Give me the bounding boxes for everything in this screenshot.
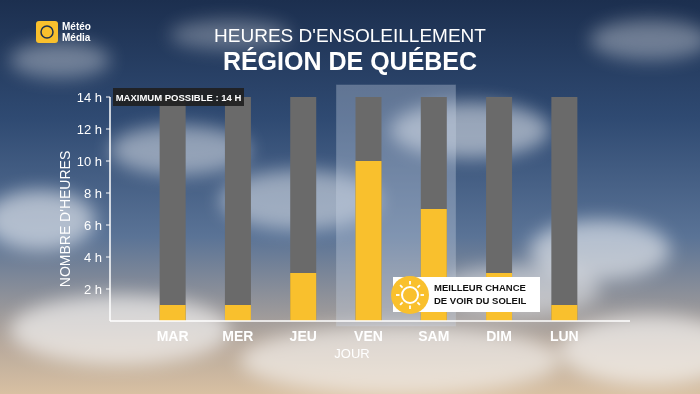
stage: MétéoMédia HEURES D'ENSOLEILLEMENTRÉGION … xyxy=(0,0,700,394)
cloud xyxy=(560,315,700,385)
sun-icon-core xyxy=(402,287,418,303)
x-tick-label: MAR xyxy=(157,328,189,344)
annotation-text: DE VOIR DU SOLEIL xyxy=(434,295,527,306)
cloud xyxy=(0,190,95,250)
sun-ray xyxy=(409,281,411,285)
max-label: MAXIMUM POSSIBLE : 14 H xyxy=(116,92,242,103)
logo-text: Météo xyxy=(62,21,91,32)
y-tick-label: 14 h xyxy=(77,90,102,105)
y-tick xyxy=(106,97,110,98)
sun-icon xyxy=(391,276,429,314)
logo-icon xyxy=(36,21,58,43)
logo: MétéoMédia xyxy=(36,21,91,43)
max-bar xyxy=(225,97,251,321)
sun-ray xyxy=(417,302,419,304)
sun-ray xyxy=(417,285,419,287)
max-bar xyxy=(160,97,186,321)
max-bar xyxy=(290,97,316,321)
sun-ray xyxy=(396,294,400,296)
y-tick xyxy=(106,161,110,162)
x-tick-label: JEU xyxy=(290,328,317,344)
sun-ray xyxy=(400,285,402,287)
y-tick-label: 10 h xyxy=(77,154,102,169)
sun-ray xyxy=(421,294,425,296)
max-bar xyxy=(551,97,577,321)
y-tick xyxy=(106,129,110,130)
bar xyxy=(551,305,577,321)
y-tick-label: 12 h xyxy=(77,122,102,137)
max-bar xyxy=(356,97,382,321)
cloud xyxy=(590,20,700,60)
y-axis-title: NOMBRE D'HEURES xyxy=(57,151,73,287)
x-tick-label: MER xyxy=(222,328,253,344)
y-tick-label: 4 h xyxy=(84,250,102,265)
annotation-text: MEILLEUR CHANCE xyxy=(434,282,526,293)
y-tick-label: 6 h xyxy=(84,218,102,233)
cloud xyxy=(10,42,110,78)
x-axis xyxy=(110,320,630,322)
y-tick xyxy=(106,257,110,258)
bar xyxy=(356,161,382,321)
y-tick xyxy=(106,225,110,226)
y-tick-label: 8 h xyxy=(84,186,102,201)
chart: MétéoMédia HEURES D'ENSOLEILLEMENTRÉGION … xyxy=(0,0,700,394)
y-axis xyxy=(109,97,111,321)
y-tick-label: 2 h xyxy=(84,282,102,297)
max-label-box xyxy=(113,88,244,106)
bar xyxy=(160,305,186,321)
sun-ray xyxy=(400,302,402,304)
logo-text: Média xyxy=(62,32,91,43)
x-axis-title: JOUR xyxy=(334,346,369,361)
sun-ray xyxy=(409,306,411,310)
cloud xyxy=(10,295,230,365)
subtitle: RÉGION DE QUÉBEC xyxy=(223,47,477,75)
y-tick xyxy=(106,193,110,194)
bars xyxy=(160,97,578,321)
x-tick-label: SAM xyxy=(418,328,449,344)
bar xyxy=(225,305,251,321)
bar xyxy=(290,273,316,321)
cloud xyxy=(240,325,560,394)
x-tick-label: VEN xyxy=(354,328,383,344)
title: HEURES D'ENSOLEILLEMENT xyxy=(214,25,486,46)
x-tick-label: LUN xyxy=(550,328,579,344)
y-tick xyxy=(106,289,110,290)
annotation: MEILLEUR CHANCE DE VOIR DU SOLEIL xyxy=(391,276,540,314)
clouds xyxy=(0,20,700,394)
x-tick-label: DIM xyxy=(486,328,512,344)
logo-icon-sun xyxy=(41,26,53,38)
